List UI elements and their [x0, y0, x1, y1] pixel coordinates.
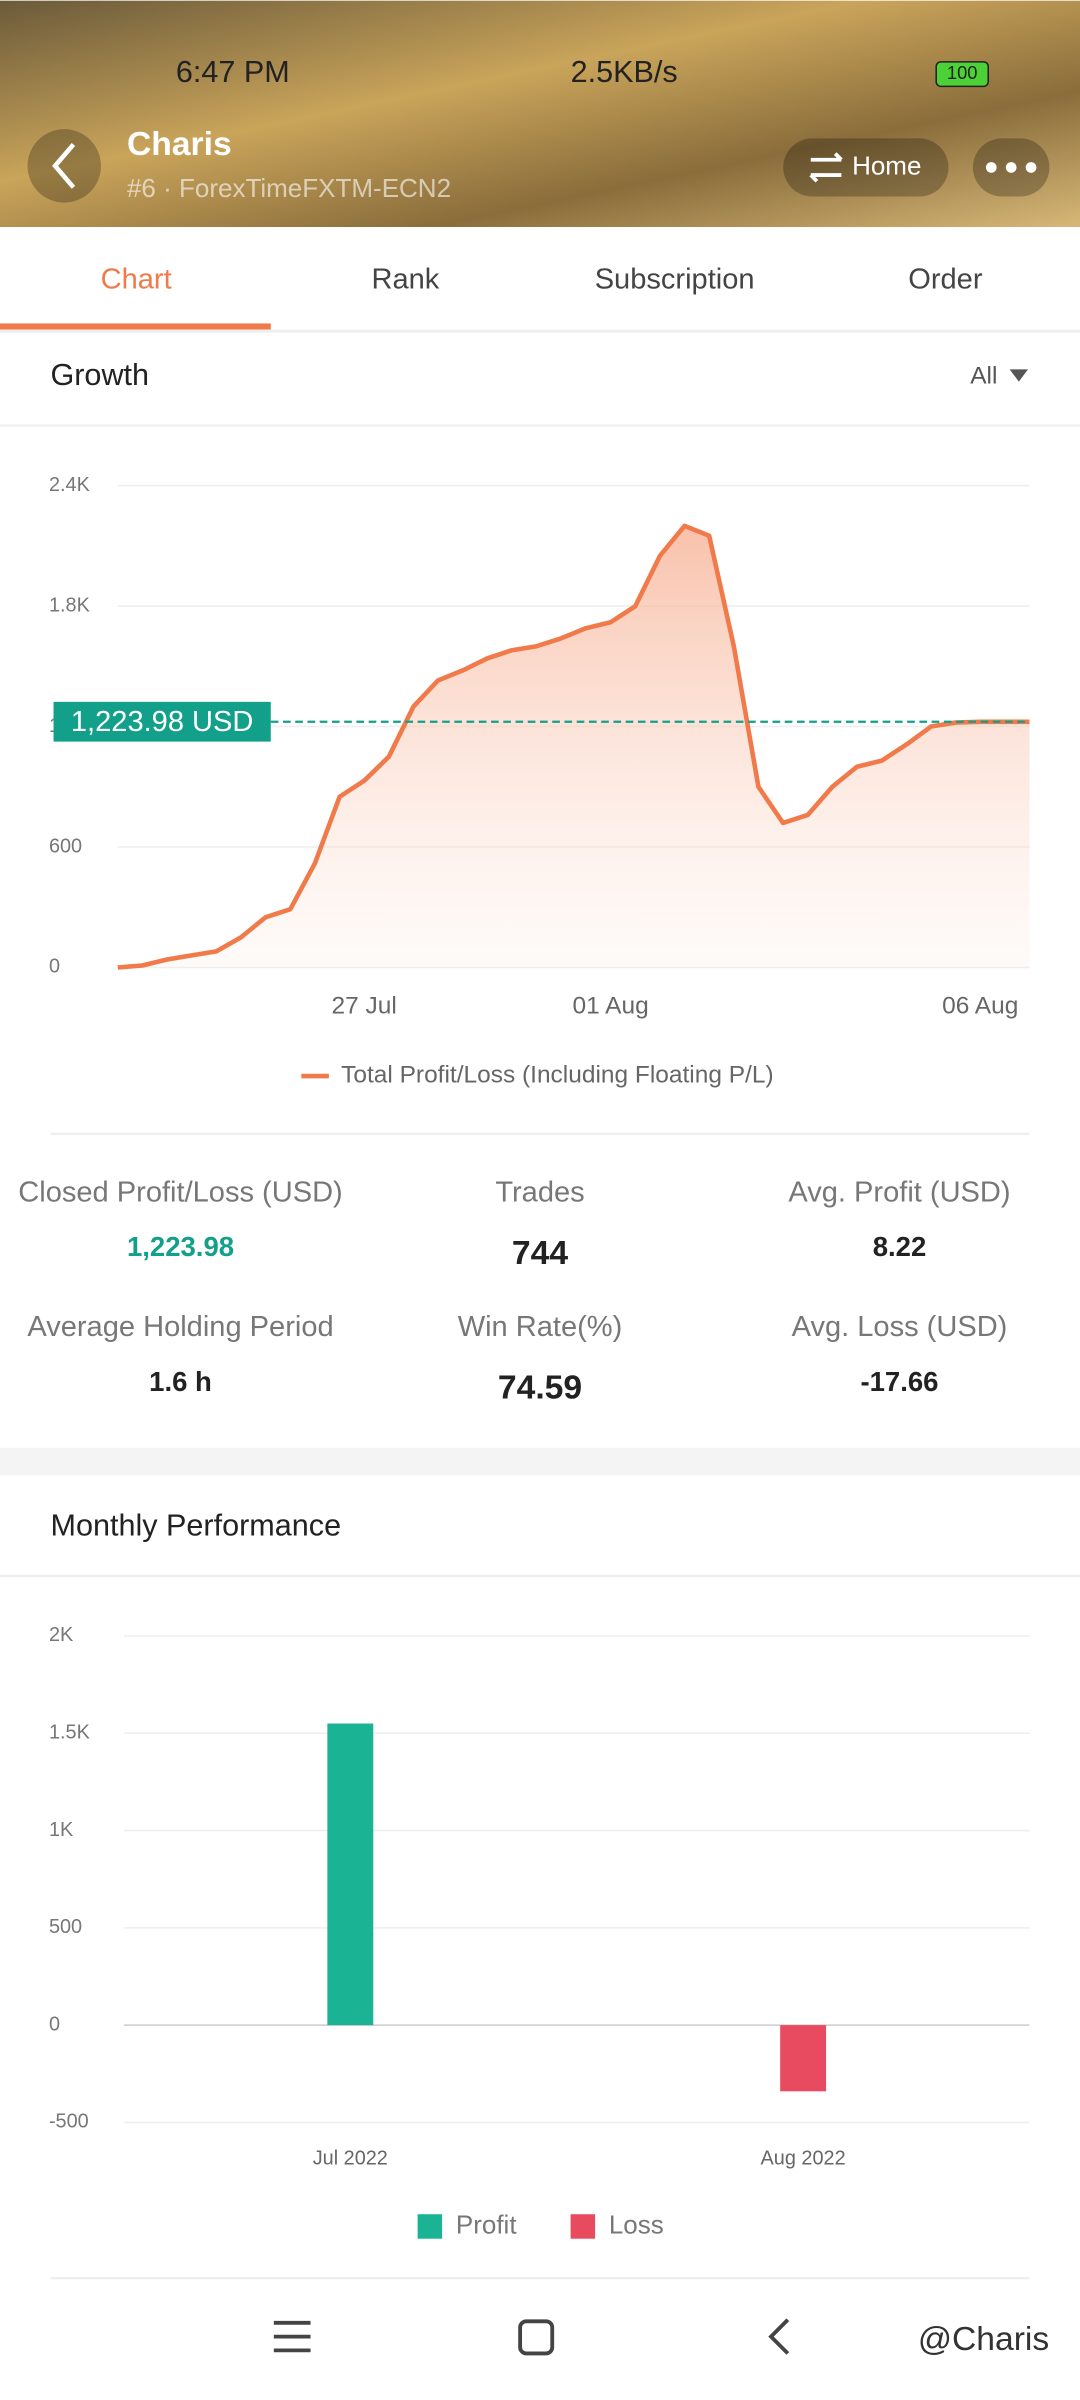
back-icon — [52, 142, 76, 189]
divider — [50, 1132, 1030, 1135]
tab-bar — [0, 227, 1080, 330]
legend-label: Total Profit/Loss (Including Floating P/… — [341, 1062, 774, 1089]
x-tick-label: Aug 2022 — [761, 2147, 846, 2169]
section-title: Growth — [50, 358, 149, 392]
tab[interactable]: Order — [908, 263, 983, 295]
y-tick-label: -500 — [49, 2111, 89, 2133]
tab[interactable]: Chart — [101, 263, 172, 295]
y-tick-label: 1.8K — [49, 594, 91, 616]
tab[interactable]: Rank — [371, 263, 439, 295]
reference-label: 1,223.98 USD — [71, 706, 253, 738]
home-button[interactable] — [783, 138, 949, 197]
section-gap — [0, 1447, 1080, 1476]
home-nav-button[interactable] — [518, 2319, 555, 2356]
legend-label: Loss — [609, 2209, 664, 2239]
tab-indicator — [0, 323, 271, 330]
x-tick-label: Jul 2022 — [313, 2147, 388, 2169]
stat-label: Trades — [495, 1177, 584, 1209]
divider — [0, 329, 1080, 333]
y-tick-label: 2K — [49, 1624, 74, 1646]
back-button[interactable] — [27, 129, 101, 203]
y-tick-label: 600 — [49, 835, 82, 857]
bar — [327, 1723, 374, 2026]
x-tick-label: 06 Aug — [942, 993, 1018, 1020]
y-tick-label: 1K — [49, 1819, 74, 1841]
stat-value: 74.59 — [498, 1370, 582, 1407]
dot — [1025, 162, 1037, 173]
back-nav-button[interactable] — [768, 2318, 790, 2355]
status-speed: 2.5KB/s — [571, 55, 678, 89]
battery-icon — [935, 61, 989, 88]
stat-value: 1,223.98 — [127, 1231, 234, 1262]
menu-button[interactable] — [273, 2320, 311, 2353]
switch-icon — [809, 152, 843, 183]
line — [117, 523, 1030, 970]
legend-swatch — [417, 2214, 443, 2239]
trader-name: Charis — [127, 126, 232, 163]
section-title: Monthly Performance — [50, 1508, 341, 1542]
tab[interactable]: Subscription — [595, 263, 755, 295]
dot — [985, 162, 997, 173]
stat-label: Avg. Loss (USD) — [792, 1311, 1008, 1343]
stat-label: Win Rate(%) — [458, 1311, 623, 1343]
bar — [780, 2025, 827, 2092]
stat-value: -17.66 — [860, 1366, 938, 1397]
divider — [0, 424, 1080, 427]
divider — [0, 1574, 1080, 1578]
stat-label: Average Holding Period — [27, 1311, 333, 1343]
divider — [50, 2276, 1030, 2280]
legend-swatch — [570, 2214, 596, 2239]
dropdown-arrow — [1009, 369, 1028, 382]
battery-level: 100 — [947, 62, 978, 83]
stat-value: 8.22 — [873, 1231, 927, 1262]
header-background — [0, 0, 1080, 228]
legend-label: Profit — [456, 2209, 517, 2239]
y-tick-label: 0 — [49, 2013, 60, 2035]
y-tick-label: 2.4K — [49, 474, 91, 496]
area — [117, 525, 1030, 968]
stats: Closed Profit/Loss (USD) 1,223.98 Trades 74… — [18, 1177, 1010, 1407]
y-tick-label: 0 — [49, 956, 60, 978]
home-label: Home — [852, 150, 921, 180]
stat-value: 744 — [512, 1235, 568, 1272]
x-tick-label: 01 Aug — [573, 993, 649, 1020]
account-name: #6 · ForexTimeFXTM-ECN2 — [127, 173, 451, 203]
stat-label: Avg. Profit (USD) — [788, 1177, 1010, 1209]
watermark: @Charis — [918, 2321, 1049, 2358]
reference-badge — [53, 701, 271, 742]
y-tick-label: 1.5K — [49, 1722, 91, 1744]
stat-label: Closed Profit/Loss (USD) — [18, 1177, 342, 1209]
y-tick-label: 500 — [49, 1916, 82, 1938]
status-time: 6:47 PM — [176, 55, 290, 89]
filter-dropdown[interactable]: All — [970, 362, 997, 389]
stat-value: 1.6 h — [149, 1366, 212, 1397]
x-tick-label: 27 Jul — [332, 993, 397, 1020]
dot — [1005, 162, 1017, 173]
